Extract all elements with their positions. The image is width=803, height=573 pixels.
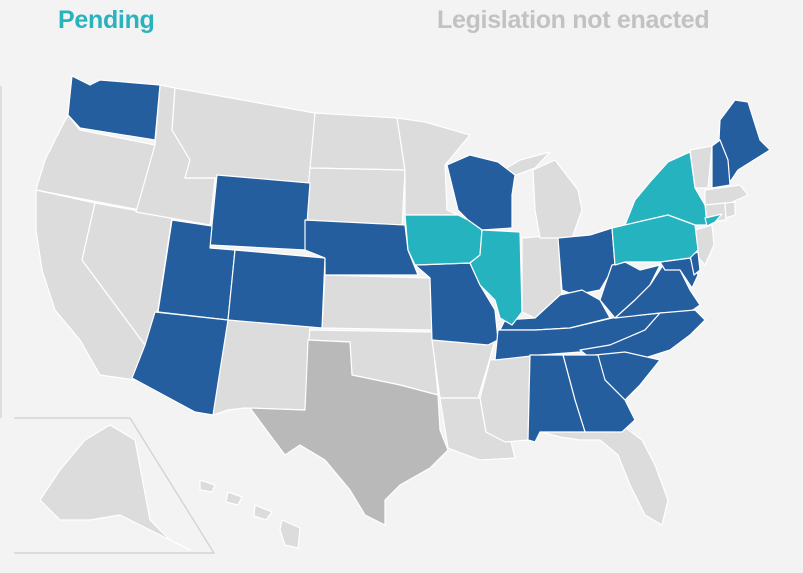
state-KS[interactable] xyxy=(321,274,433,331)
state-FL[interactable] xyxy=(534,424,669,526)
state-NJ-shore[interactable] xyxy=(704,213,723,227)
state-AL[interactable] xyxy=(527,354,586,443)
legend-not-enacted-label: Legislation not enacted xyxy=(437,6,710,34)
state-NH[interactable] xyxy=(711,139,731,189)
state-TX[interactable] xyxy=(249,339,449,526)
state-AZ[interactable] xyxy=(131,311,229,416)
state-MS[interactable] xyxy=(479,354,531,443)
legend-pending-label: Pending xyxy=(58,6,155,34)
alaska-inset-frame xyxy=(14,417,216,554)
state-HI[interactable] xyxy=(199,479,301,549)
state-ND[interactable] xyxy=(309,112,406,171)
state-MA[interactable] xyxy=(704,184,749,206)
state-RI[interactable] xyxy=(724,201,736,219)
state-OR[interactable] xyxy=(35,114,156,211)
state-IL[interactable] xyxy=(469,229,523,326)
state-WA[interactable] xyxy=(67,75,161,141)
state-CO[interactable] xyxy=(227,249,326,329)
state-WY[interactable] xyxy=(209,174,311,251)
state-MN[interactable] xyxy=(396,117,471,216)
state-NE[interactable] xyxy=(304,219,419,276)
state-NM[interactable] xyxy=(212,319,311,416)
state-WI[interactable] xyxy=(446,154,516,231)
state-SD[interactable] xyxy=(304,167,406,229)
state-IA[interactable] xyxy=(404,214,483,266)
state-PA[interactable] xyxy=(611,214,699,266)
state-AK[interactable] xyxy=(39,424,191,551)
